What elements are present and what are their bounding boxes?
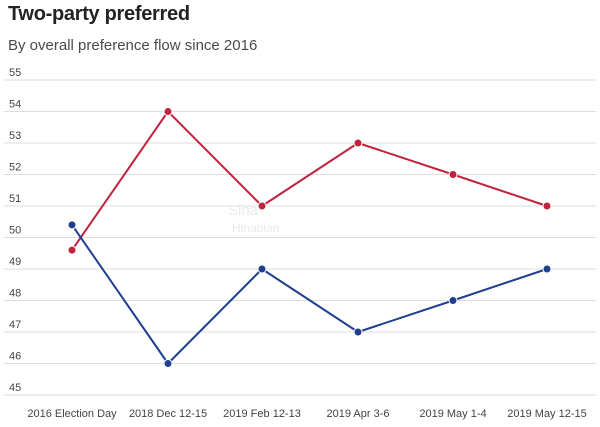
y-tick-label-52: 52 — [9, 162, 21, 174]
series-1-point-5 — [542, 264, 552, 274]
y-tick-label-46: 46 — [9, 351, 21, 363]
series-0-point-2 — [257, 201, 267, 211]
watermark-text-2: Hinabian — [232, 221, 279, 235]
y-tick-label-55: 55 — [9, 67, 21, 79]
series-0-line — [71, 110, 548, 251]
chart-title: Two-party preferred — [8, 3, 190, 25]
series-1-line — [71, 224, 548, 365]
y-tick-label-54: 54 — [9, 99, 21, 111]
series-1-point-2 — [257, 264, 267, 274]
x-tick-label-4: 2019 May 1-4 — [419, 408, 486, 420]
series-1-point-1 — [163, 359, 173, 368]
y-tick-label-47: 47 — [9, 319, 21, 331]
x-tick-label-1: 2018 Dec 12-15 — [129, 408, 207, 420]
watermark-text-1: Sina — [228, 202, 259, 219]
series-1-point-0 — [67, 220, 77, 230]
gridlines — [4, 79, 596, 396]
x-tick-label-3: 2019 Apr 3-6 — [327, 408, 390, 420]
series-0-point-4 — [448, 170, 458, 179]
x-tick-label-5: 2019 May 12-15 — [507, 408, 587, 420]
y-tick-label-53: 53 — [9, 130, 21, 142]
chart-subtitle: By overall preference flow since 2016 — [8, 37, 258, 54]
series-layer — [67, 107, 552, 368]
y-tick-label-51: 51 — [9, 193, 21, 205]
x-tick-label-0: 2016 Election Day — [27, 408, 117, 420]
series-1-point-3 — [353, 327, 363, 337]
series-0-point-1 — [163, 107, 173, 116]
series-0-point-0 — [67, 245, 77, 255]
y-axis: 45 46 47 48 49 50 51 52 53 54 55 — [9, 67, 21, 394]
y-tick-label-45: 45 — [9, 382, 21, 394]
y-tick-label-48: 48 — [9, 288, 21, 300]
watermark: Sina Hinabian — [228, 202, 279, 235]
x-axis: 2016 Election Day 2018 Dec 12-15 2019 Feb … — [27, 408, 586, 420]
x-tick-label-2: 2019 Feb 12-13 — [223, 408, 301, 420]
series-1-point-4 — [448, 296, 458, 305]
series-0-point-3 — [353, 138, 363, 148]
y-tick-label-50: 50 — [9, 225, 21, 237]
series-0-point-5 — [542, 201, 552, 211]
y-tick-label-49: 49 — [9, 256, 21, 268]
